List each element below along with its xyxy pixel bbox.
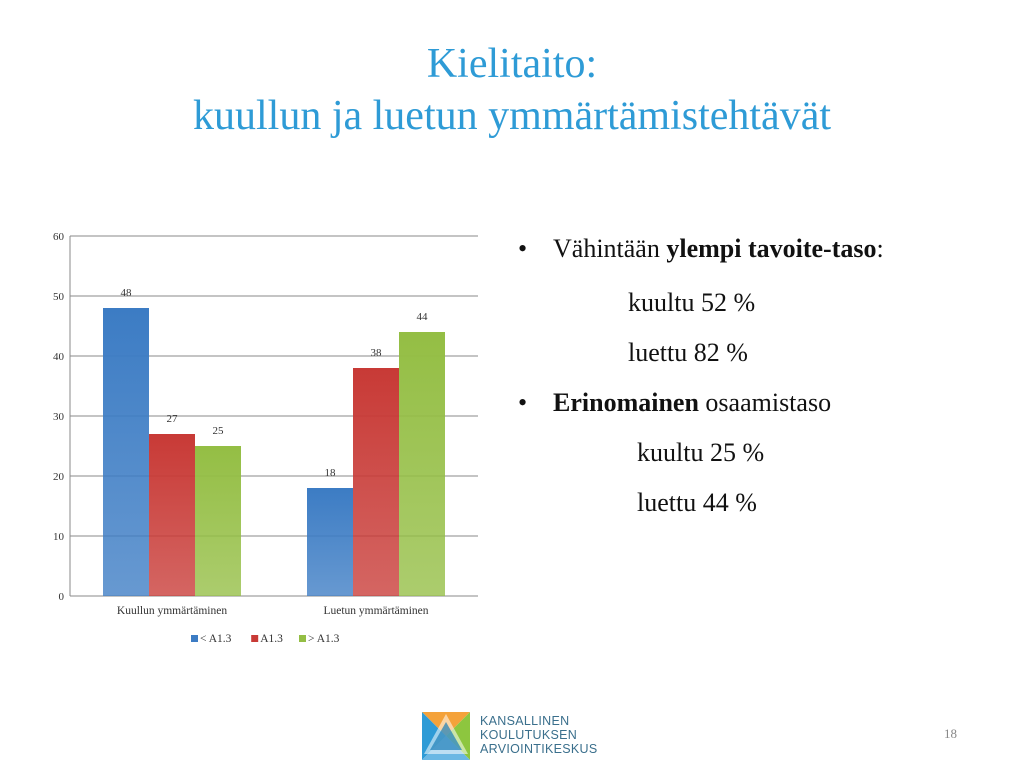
y-tick-label: 10	[53, 531, 65, 543]
y-tick-label: 50	[53, 291, 65, 303]
data-label: 48	[121, 287, 133, 299]
legend-swatch	[191, 635, 198, 642]
bullet-1-suffix: :	[876, 234, 884, 263]
slide-title: Kielitaito: kuullun ja luetun ymmärtämis…	[0, 38, 1024, 142]
logo: KANSALLINEN KOULUTUKSEN ARVIOINTIKESKUS	[418, 708, 618, 764]
x-category-label: Luetun ymmärtäminen	[323, 605, 428, 617]
bullet-item-1: • Vähintään ylempi tavoite-taso:	[512, 228, 1012, 270]
legend-swatch	[251, 635, 259, 642]
logo-text: KANSALLINEN KOULUTUKSEN ARVIOINTIKESKUS	[480, 714, 598, 756]
bullet-2-sub-1: kuultu 25 %	[637, 438, 765, 467]
bar	[103, 308, 149, 596]
y-tick-label: 30	[53, 411, 65, 423]
bullet-item-2: • Erinomainen osaamistaso	[512, 378, 1012, 428]
data-label: 27	[167, 413, 179, 425]
bullet-2-bold: Erinomainen	[553, 388, 699, 417]
bullet-dot: •	[518, 388, 528, 417]
bar	[307, 488, 353, 596]
y-tick-label: 40	[53, 351, 65, 363]
x-category-label: Kuullun ymmärtäminen	[117, 605, 227, 617]
bullet-2-suffix: osaamistaso	[698, 388, 832, 417]
bar	[195, 446, 241, 596]
title-line-1: Kielitaito:	[426, 41, 598, 87]
legend-swatch	[299, 635, 306, 642]
bullet-2-sub-2: luettu 44 %	[637, 488, 757, 517]
bullet-dot: •	[518, 234, 528, 263]
y-tick-label: 60	[53, 231, 65, 243]
page-number: 18	[944, 726, 957, 741]
legend-label: > A1.3	[308, 633, 340, 645]
title-line-2: kuullun ja luetun ymmärtämistehtävät	[192, 93, 832, 139]
legend-label: A1.3	[260, 633, 283, 645]
bullet-1-bold: ylempi tavoite-taso	[666, 234, 877, 263]
bullet-list: • Vähintään ylempi tavoite-taso: kuultu …	[512, 228, 1012, 528]
data-label: 38	[371, 347, 383, 359]
legend-layer: < A1.3 A1.3 > A1.3	[191, 633, 340, 645]
logo-text-line-1: KANSALLINEN	[480, 714, 570, 728]
y-tick-label: 20	[53, 471, 65, 483]
bullet-1-prefix: Vähintään	[553, 234, 667, 263]
bullet-1-sub-1: kuultu 52 %	[628, 288, 756, 317]
y-tick-label: 0	[59, 591, 65, 603]
bar-chart: 0 10 20 30 40 50 60 48 27 25 Kuullun ymmärtäminen 1…	[53, 231, 478, 645]
bar	[149, 434, 195, 596]
bars-layer	[103, 308, 445, 596]
logo-text-line-2: KOULUTUKSEN	[480, 728, 578, 742]
data-label: 18	[325, 467, 337, 479]
bullet-1-sub-2: luettu 82 %	[628, 338, 748, 367]
bar	[399, 332, 445, 596]
logo-text-line-3: ARVIOINTIKESKUS	[480, 742, 598, 756]
data-label: 25	[213, 425, 225, 437]
logo-mark-icon	[422, 712, 470, 760]
labels-layer: 0 10 20 30 40 50 60 48 27 25 Kuullun ymmärtäminen 1…	[53, 231, 429, 617]
legend-label: < A1.3	[200, 633, 232, 645]
data-label: 44	[417, 311, 429, 323]
bar	[353, 368, 399, 596]
